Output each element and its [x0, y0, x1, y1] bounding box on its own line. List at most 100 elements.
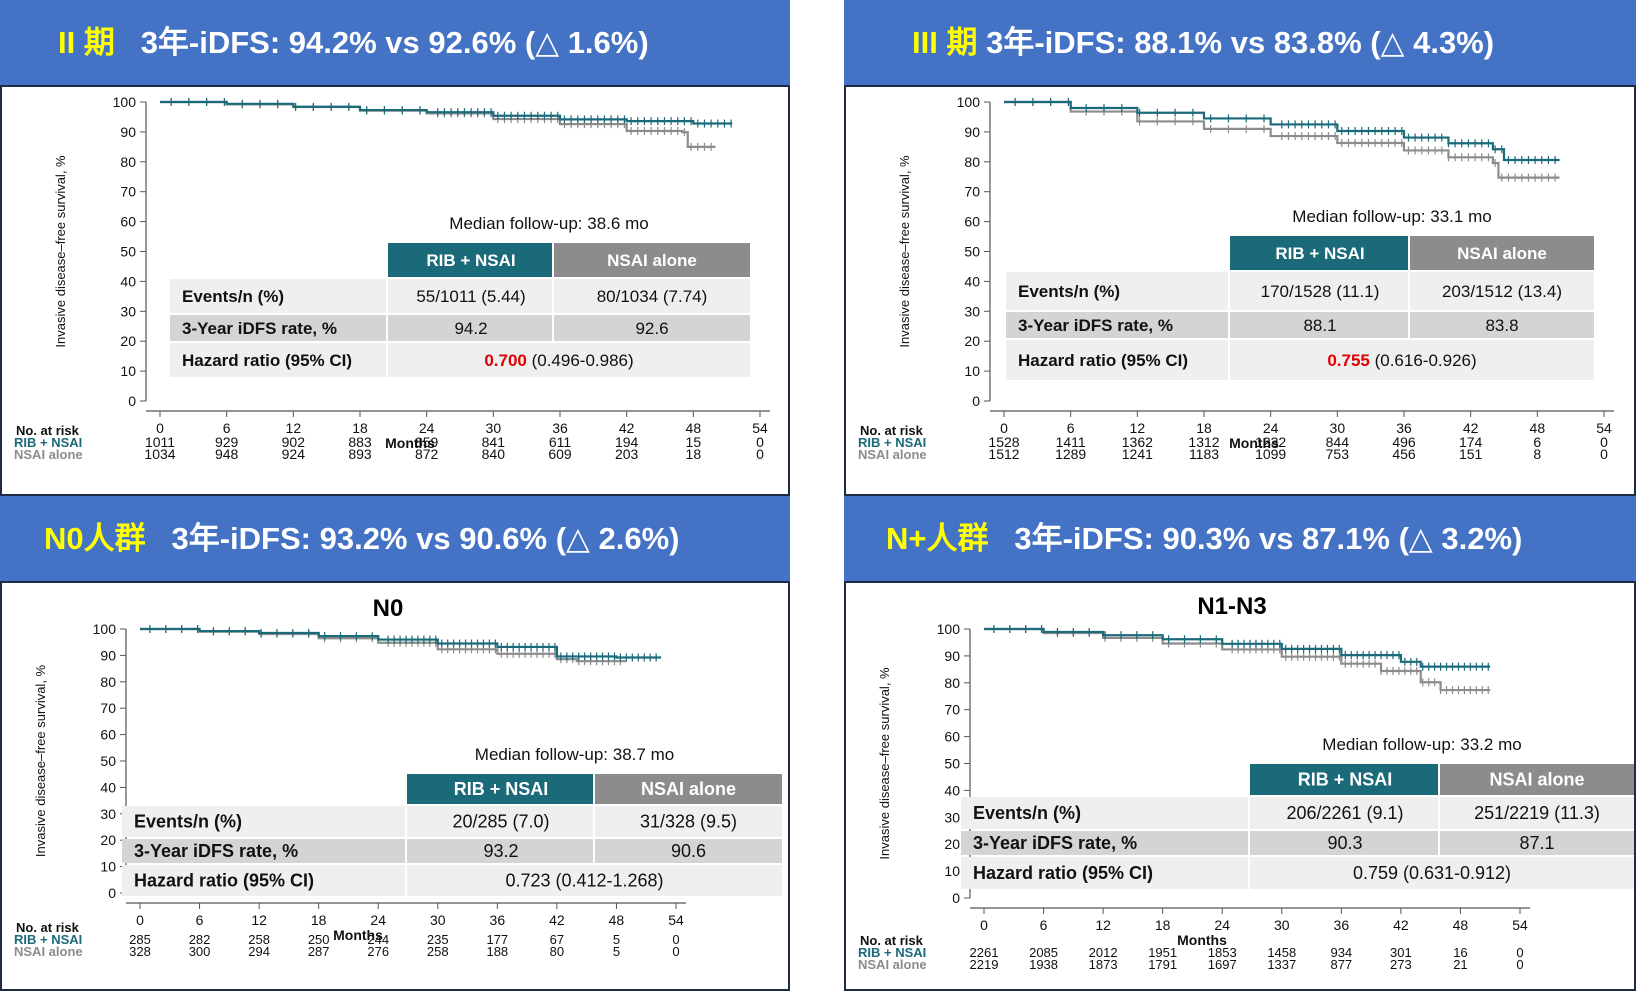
risk-count-rib: 244 — [367, 932, 389, 947]
banner-text: 3年-iDFS: 94.2% vs 92.6% (△ 1.6%) — [140, 25, 649, 60]
panel-n-plus: N+人群 3年-iDFS: 90.3% vs 87.1% (△ 3.2%) N1… — [844, 496, 1636, 991]
hr-cell — [1230, 340, 1594, 380]
header-rib-cell — [388, 243, 552, 277]
x-tick-label: 30 — [486, 420, 502, 436]
x-tick-label: 30 — [1274, 917, 1290, 933]
curve-nsai-alone — [984, 627, 1491, 692]
y-tick-label: 100 — [937, 621, 961, 637]
chart-box-stage-iii: 0 10 20 30 40 50 60 70 80 90 100 0 6 12 18 24 30 36 42 48 54… — [844, 85, 1636, 496]
nsai-value: 203/1512 (13.4) — [1442, 282, 1562, 301]
risk-count-nsai: 18 — [686, 446, 702, 462]
risk-count-nsai: 0 — [1516, 957, 1523, 972]
nsai-cell — [1410, 272, 1594, 310]
risk-count-rib: 2085 — [1029, 945, 1058, 960]
risk-count-nsai: 0 — [756, 446, 764, 462]
y-tick-label: 30 — [120, 303, 136, 319]
nsai-value: 92.6 — [635, 319, 668, 338]
x-tick-label: 18 — [1155, 917, 1171, 933]
row-label: Events/n (%) — [1018, 282, 1120, 301]
row-label-cell — [122, 865, 405, 896]
x-tick-label: 18 — [1196, 420, 1212, 436]
rib-value: 90.3 — [1327, 833, 1362, 853]
row-hr: Hazard ratio (95% CI) 0.759 (0.631-0.912) — [961, 857, 1634, 889]
hr-ci: (0.616-0.926) — [1375, 351, 1477, 370]
risk-count-rib: 235 — [427, 932, 449, 947]
risk-count-rib: 174 — [1459, 434, 1483, 450]
x-tick-label: 24 — [419, 420, 435, 436]
hr-cell — [1250, 857, 1634, 889]
censor-marks-rib — [993, 625, 1489, 671]
chart-title: N1-N3 — [1197, 593, 1266, 620]
y-tick-label: 0 — [972, 393, 980, 409]
y-tick-label: 40 — [964, 273, 980, 289]
risk-count-nsai: 80 — [550, 944, 564, 959]
risk-count-rib: 929 — [215, 434, 239, 450]
chart-box-n-plus: N1-N3 0 10 20 30 40 50 60 70 80 90 100 0 6 12 18 24 30 36 4… — [844, 581, 1636, 991]
risk-count-rib: 0 — [756, 434, 764, 450]
y-tick-label: 40 — [120, 273, 136, 289]
x-tick-label: 54 — [1512, 917, 1528, 933]
censor-marks-nsai — [170, 98, 712, 151]
nsai-cell — [554, 315, 750, 341]
y-tick-label: 0 — [952, 890, 960, 906]
rib-value: 20/285 (7.0) — [452, 812, 549, 832]
risk-count-rib: 250 — [308, 932, 330, 947]
row-label-cell — [170, 279, 386, 313]
risk-count-rib: 1011 — [145, 434, 175, 450]
header-rib: RIB + NSAI — [1298, 770, 1393, 790]
header-rib-cell — [1250, 764, 1438, 795]
x-tick-label: 36 — [1396, 420, 1412, 436]
y-tick-label: 0 — [108, 885, 116, 901]
row-label-cell — [961, 831, 1248, 855]
median-followup: Median follow-up: 38.7 mo — [475, 745, 674, 764]
x-tick-label: 12 — [251, 912, 267, 928]
risk-count-rib: 16 — [1453, 945, 1467, 960]
risk-count-rib: 883 — [348, 434, 372, 450]
x-tick-label: 18 — [311, 912, 327, 928]
banner-text: 3年-iDFS: 93.2% vs 90.6% (△ 2.6%) — [171, 521, 680, 556]
risk-count-nsai: 151 — [1459, 446, 1483, 462]
risk-label-nsai: NSAI alone — [858, 957, 927, 972]
risk-count-nsai: 1337 — [1267, 957, 1296, 972]
risk-count-nsai: 456 — [1392, 446, 1416, 462]
row-rate: 3-Year iDFS rate, % 94.2 92.6 — [170, 315, 750, 341]
risk-count-rib: 177 — [486, 932, 508, 947]
row-rate: 3-Year iDFS rate, % 88.1 83.8 — [1006, 312, 1594, 338]
risk-count-rib: 1362 — [1122, 434, 1153, 450]
header-rib-cell — [407, 774, 593, 804]
y-tick-label: 70 — [944, 702, 960, 718]
y-tick-label: 60 — [120, 214, 136, 230]
nsai-cell — [1440, 831, 1634, 855]
y-tick-label: 60 — [964, 214, 980, 230]
risk-count-rib: 194 — [615, 434, 639, 450]
risk-label-rib: RIB + NSAI — [14, 932, 82, 947]
row-label-cell — [961, 797, 1248, 829]
risk-count-rib: 1951 — [1148, 945, 1177, 960]
row-label-cell — [1006, 312, 1228, 338]
row-rate: 3-Year iDFS rate, % 93.2 90.6 — [122, 839, 782, 863]
row-rate: 3-Year iDFS rate, % 90.3 87.1 — [961, 831, 1634, 855]
nsai-cell — [595, 806, 782, 837]
y-axis-label: Invasive disease–free survival, % — [897, 155, 912, 348]
risk-count-rib: 902 — [282, 434, 306, 450]
header-nsai: NSAI alone — [1489, 770, 1584, 790]
x-tick-label: 48 — [609, 912, 625, 928]
risk-count-nsai: 609 — [548, 446, 572, 462]
y-tick-label: 10 — [120, 363, 136, 379]
y-tick-label: 90 — [964, 124, 980, 140]
risk-label-nsai: NSAI alone — [858, 447, 927, 462]
risk-count-rib: 6 — [1533, 434, 1541, 450]
chart-title: N0 — [373, 595, 404, 622]
x-tick-label: 12 — [1130, 420, 1146, 436]
rib-value: 55/1011 (5.44) — [416, 287, 525, 306]
header-nsai-cell — [1410, 236, 1594, 270]
x-axis-label: Months — [1229, 435, 1279, 451]
nsai-value: 251/2219 (11.3) — [1474, 803, 1600, 823]
y-tick-label: 20 — [964, 333, 980, 349]
risk-count-nsai: 1873 — [1089, 957, 1118, 972]
row-label: 3-Year iDFS rate, % — [182, 319, 337, 338]
hr-text: 0.723 (0.412-1.268) — [505, 871, 663, 891]
x-tick-label: 6 — [223, 420, 231, 436]
